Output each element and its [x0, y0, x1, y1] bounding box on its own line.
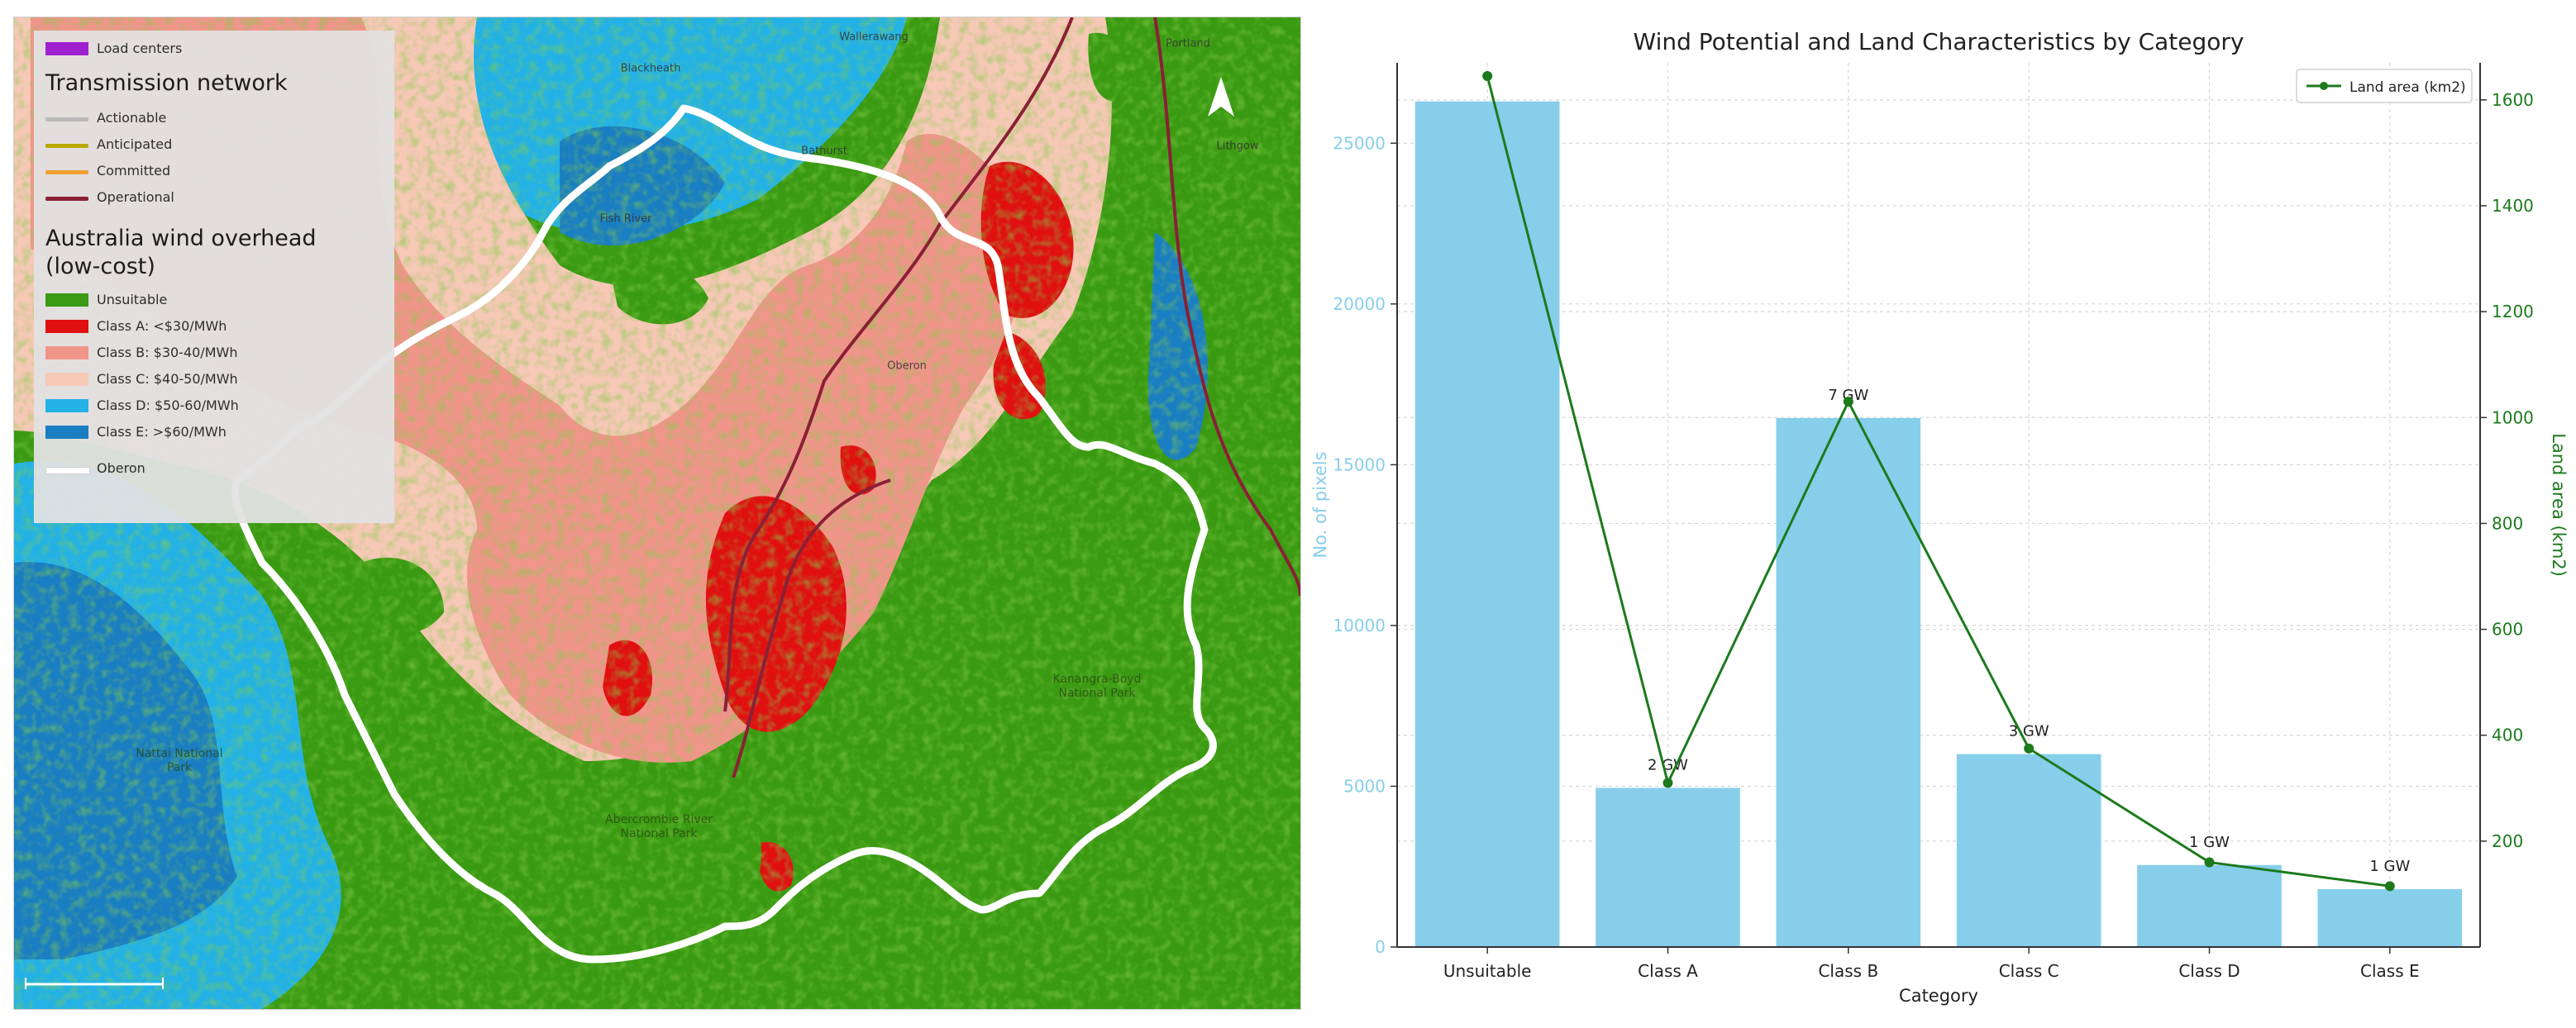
- series-point-land-area: [1482, 71, 1493, 82]
- y-tick-label-left: 10000: [1333, 616, 1386, 635]
- y-tick-label-right: 1200: [2492, 302, 2534, 321]
- y-tick-label-right: 400: [2492, 726, 2523, 745]
- x-tick-label: Class B: [1818, 961, 1878, 981]
- chart-legend-box: [2296, 69, 2473, 103]
- town-label: Portland: [1166, 37, 1210, 50]
- bar-data-label: 3 GW: [2009, 723, 2049, 740]
- y-tick-label-right: 1600: [2492, 90, 2534, 110]
- y-tick-label-left: 20000: [1333, 294, 1386, 314]
- legend-class-d-label: Class D: $50-60/MWh: [97, 397, 239, 413]
- town-label: Blackheath: [620, 62, 681, 75]
- town-label: Bathurst: [801, 145, 847, 158]
- legend-class-e-label: Class E: >$60/MWh: [97, 424, 227, 440]
- bar-data-label: 1 GW: [2369, 858, 2410, 875]
- legend-swatch-class-e: [45, 426, 88, 439]
- park-label: Nattai National Park: [136, 747, 223, 774]
- park-label: Kanangra-Boyd National Park: [1052, 673, 1142, 700]
- north-arrow-icon: [1208, 77, 1234, 117]
- load-centers-swatch: [45, 42, 88, 55]
- x-tick-label: Class C: [1999, 961, 2059, 981]
- series-point-land-area: [2204, 857, 2215, 868]
- chart-legend-label: Land area (km2): [2349, 79, 2466, 96]
- legend-swatch-class-b: [45, 346, 88, 359]
- legend-committed-label: Committed: [97, 163, 171, 178]
- legend-line-operational: [45, 197, 88, 201]
- legend-class-b-label: Class B: $30-40/MWh: [97, 345, 238, 360]
- y-tick-label-left: 25000: [1333, 133, 1386, 153]
- bar: [2317, 888, 2463, 947]
- town-label: Lithgow: [1216, 140, 1259, 153]
- bar-data-label: 2 GW: [1648, 756, 1688, 773]
- legend-swatch-unsuitable: [45, 293, 88, 307]
- y-tick-label-left: 15000: [1333, 455, 1386, 474]
- y-axis-title-left: No. of pixels: [1310, 451, 1330, 558]
- x-axis-title: Category: [1899, 986, 1978, 1006]
- bar: [1956, 754, 2101, 947]
- town-label: Oberon: [887, 359, 927, 373]
- x-tick-label: Unsuitable: [1443, 961, 1532, 981]
- series-line-land-area: [1486, 75, 2391, 888]
- x-tick-label: Class A: [1638, 961, 1698, 981]
- chart-title: Wind Potential and Land Characteristics …: [1634, 28, 2244, 55]
- map-legend: Load centers Transmission network Action…: [34, 31, 394, 523]
- legend-line-committed: [45, 170, 88, 174]
- bar-data-label: 7 GW: [1828, 387, 1868, 404]
- y-tick-label-left: 5000: [1343, 776, 1386, 796]
- park-label: Abercrombie River National Park: [605, 813, 713, 840]
- legend-actionable-label: Actionable: [97, 110, 167, 126]
- legend-operational-label: Operational: [97, 189, 174, 205]
- bar-data-label: 1 GW: [2189, 834, 2230, 851]
- y-tick-label-right: 200: [2492, 831, 2523, 851]
- y-tick-label-right: 1400: [2492, 196, 2534, 216]
- series-point-land-area: [2024, 743, 2035, 754]
- operational-line-north: [723, 17, 1074, 712]
- chart-legend-marker: [2320, 82, 2328, 90]
- legend-line-anticipated: [45, 144, 88, 148]
- town-label: Wallerawang: [839, 31, 909, 44]
- y-axis-title-right: Land area (km2): [2549, 433, 2569, 577]
- legend-unsuitable-label: Unsuitable: [97, 292, 168, 307]
- series-point-land-area: [1843, 397, 1853, 407]
- bar: [1414, 101, 1560, 947]
- legend-wind-title-line2: (low-cost): [45, 254, 155, 279]
- y-tick-label-right: 800: [2492, 513, 2523, 533]
- legend-load-centers-label: Load centers: [97, 40, 183, 56]
- bar: [1596, 788, 1740, 947]
- y-tick-label-left: 0: [1375, 937, 1386, 957]
- legend-class-c-label: Class C: $40-50/MWh: [97, 371, 238, 387]
- legend-anticipated-label: Anticipated: [97, 136, 173, 152]
- legend-swatch-class-d: [45, 399, 88, 412]
- bar: [2137, 864, 2282, 947]
- series-point-land-area: [2384, 881, 2395, 892]
- legend-swatch-class-c: [45, 373, 88, 386]
- y-tick-label-right: 1000: [2492, 407, 2534, 427]
- town-label: Fish River: [599, 212, 652, 226]
- map-panel: Load centers Transmission network Action…: [13, 17, 1301, 1010]
- x-tick-label: Class D: [2178, 961, 2240, 981]
- legend-line-actionable: [45, 117, 88, 121]
- legend-wind-title-line1: Australia wind overhead: [45, 226, 317, 251]
- chart: 0 5000 10000 15000 20000 25000 200 400 600 800 100…: [1310, 28, 2569, 1006]
- y-tick-label-right: 600: [2492, 620, 2523, 640]
- bar: [1776, 417, 1921, 948]
- legend-swatch-class-a: [45, 320, 88, 333]
- legend-transmission-title: Transmission network: [45, 70, 288, 96]
- legend-class-a-label: Class A: <$30/MWh: [97, 318, 227, 334]
- legend-line-oberon: [45, 467, 90, 474]
- x-tick-label: Class E: [2360, 961, 2420, 981]
- operational-line-east: [1153, 17, 1300, 597]
- legend-oberon-label: Oberon: [97, 460, 145, 476]
- operational-line-main: [732, 478, 891, 778]
- series-point-land-area: [1662, 778, 1673, 788]
